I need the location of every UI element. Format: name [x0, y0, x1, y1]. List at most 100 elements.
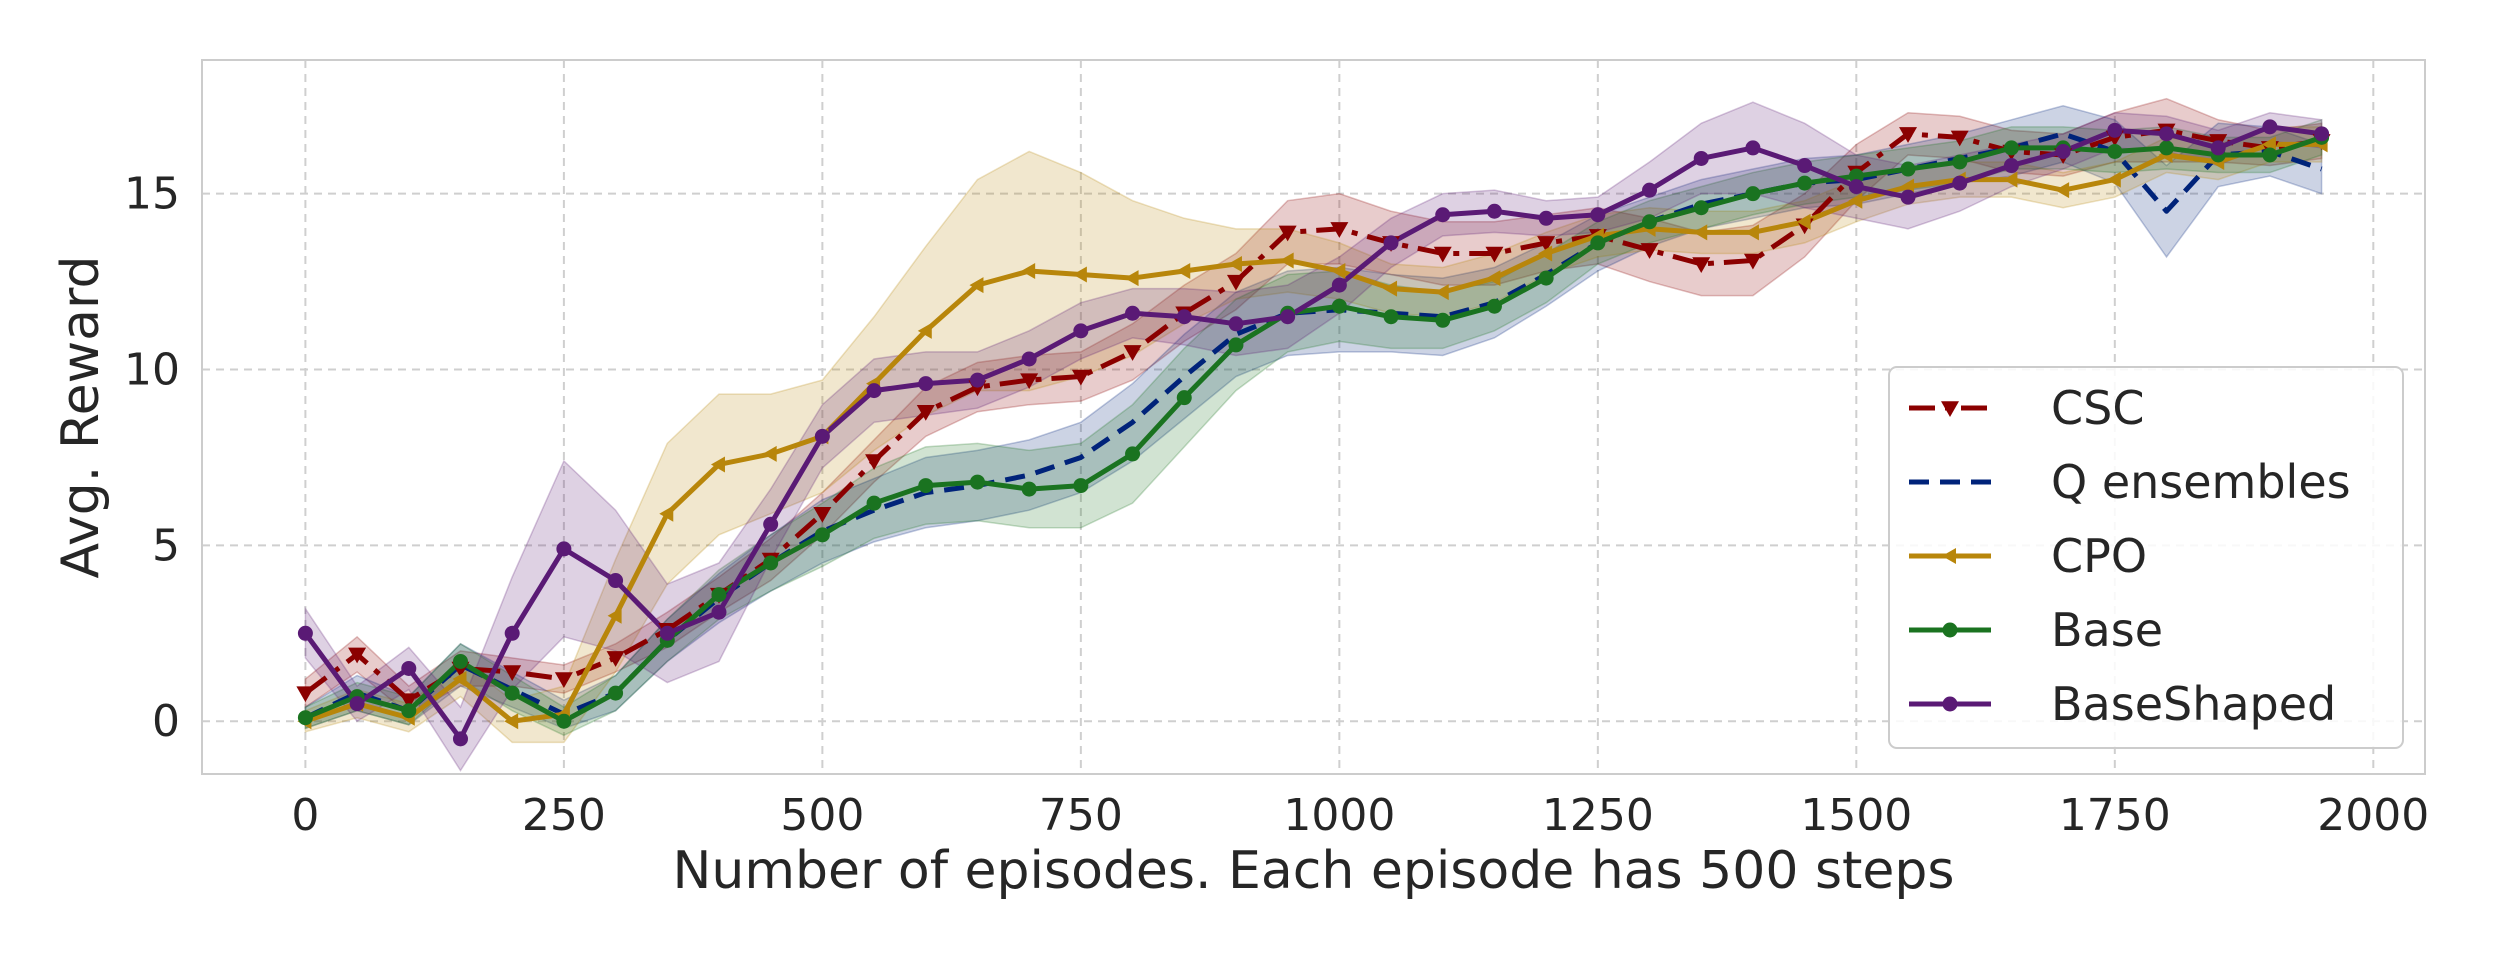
- baseshaped-point: [401, 660, 417, 676]
- cpo-point: [1176, 263, 1191, 280]
- csc-point: [1226, 274, 1245, 291]
- baseshaped-point: [1642, 182, 1658, 198]
- baseshaped-point: [1590, 207, 1606, 223]
- baseshaped-point: [349, 696, 365, 712]
- base-point: [1021, 481, 1037, 497]
- series-markers: [296, 119, 2331, 747]
- base-point: [1331, 298, 1347, 314]
- base-point: [2159, 140, 2175, 156]
- csc-point: [1640, 243, 1659, 259]
- cpo-point: [1693, 224, 1708, 241]
- cpo-point: [969, 277, 984, 294]
- base-point: [918, 478, 934, 494]
- baseshaped-point: [1280, 309, 1296, 325]
- baseshaped-point: [1383, 235, 1399, 251]
- base-point: [1745, 186, 1761, 202]
- baseshaped-point: [608, 573, 624, 589]
- baseshaped-point: [866, 383, 882, 399]
- cpo-point: [1486, 270, 1501, 287]
- cpo-point: [2003, 171, 2018, 188]
- cpo-point: [710, 456, 725, 473]
- cpo-point: [762, 445, 777, 462]
- csc-point: [865, 454, 884, 470]
- base-point: [1900, 161, 1916, 177]
- csc-point: [1743, 253, 1762, 270]
- base-point: [1797, 175, 1813, 191]
- baseshaped-point: [556, 541, 572, 557]
- cpo-point: [2055, 182, 2070, 199]
- cpo-point: [1383, 280, 1398, 297]
- csc-point: [1071, 369, 1090, 386]
- csc-point: [1433, 246, 1452, 263]
- baseshaped-point: [1331, 277, 1347, 293]
- base-point: [1073, 478, 1089, 494]
- cpo-point: [2106, 171, 2121, 188]
- cpo-point: [1848, 192, 1863, 209]
- base-point: [2107, 143, 2123, 159]
- baseshaped-point: [763, 516, 779, 532]
- baseshaped-point: [969, 372, 985, 388]
- cpo-point: [1072, 266, 1087, 283]
- csc-point: [503, 665, 522, 681]
- base-point: [866, 495, 882, 511]
- baseshaped-point: [1435, 207, 1451, 223]
- csc-point: [348, 647, 367, 664]
- csc-line: [303, 127, 2322, 703]
- base-point: [1228, 337, 1244, 353]
- csc-point: [1123, 345, 1142, 361]
- baseshaped-point: [2210, 140, 2226, 156]
- base-point: [297, 710, 313, 726]
- base-point: [452, 653, 468, 669]
- cpo-point: [1434, 284, 1449, 301]
- base-point: [1642, 214, 1658, 230]
- csc-point: [1537, 236, 1556, 252]
- csc-point: [1278, 225, 1297, 242]
- cpo-point: [1021, 263, 1036, 280]
- y-tick-label: 10: [124, 345, 180, 396]
- q-ensembles-band: [304, 104, 2323, 730]
- base-point: [969, 474, 985, 490]
- baseshaped-point: [297, 625, 313, 641]
- base-band: [304, 118, 2323, 737]
- baseshaped-point: [1486, 203, 1502, 219]
- baseshaped-point: [1745, 140, 1761, 156]
- csc-point: [916, 404, 935, 421]
- baseshaped-point: [1073, 323, 1089, 339]
- baseshaped-point: [2003, 158, 2019, 174]
- baseshaped-point: [1125, 305, 1141, 321]
- base-point: [504, 685, 520, 701]
- baseshaped-point: [1797, 158, 1813, 174]
- base-point: [1538, 270, 1554, 286]
- csc-point: [1899, 127, 1918, 143]
- cpo-point: [1124, 270, 1139, 287]
- baseshaped-point: [504, 625, 520, 641]
- base-point: [1383, 309, 1399, 325]
- baseshaped-point: [1538, 210, 1554, 226]
- base-point: [401, 703, 417, 719]
- cpo-point: [1796, 213, 1811, 230]
- base-point: [608, 685, 624, 701]
- baseshaped-point: [452, 731, 468, 747]
- csc-point: [813, 506, 832, 523]
- cpo-point: [607, 607, 622, 624]
- legend-label-q-ensembles: Q ensembles: [2051, 455, 2351, 509]
- baseshaped-point: [1693, 150, 1709, 166]
- x-tick-label: 250: [522, 790, 606, 841]
- cpo-point: [1331, 263, 1346, 280]
- csc-point: [554, 672, 573, 689]
- legend-label-csc: CSC: [2051, 381, 2144, 435]
- csc-point: [1692, 257, 1711, 273]
- baseshaped-point: [1228, 316, 1244, 332]
- cpo-point: [1744, 224, 1759, 241]
- cpo-point: [917, 322, 932, 339]
- x-tick-label: 1500: [1800, 790, 1912, 841]
- cpo-point: [452, 671, 467, 688]
- y-tick-label: 15: [124, 169, 180, 220]
- x-tick-label: 1000: [1283, 790, 1395, 841]
- cpo-point: [1538, 245, 1553, 262]
- csc-point: [399, 693, 418, 710]
- legend-label-baseshaped: BaseShaped: [2051, 677, 2336, 731]
- baseshaped-point: [918, 376, 934, 392]
- baseshaped-point: [2262, 119, 2278, 135]
